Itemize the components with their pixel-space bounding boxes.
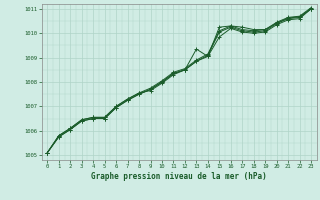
X-axis label: Graphe pression niveau de la mer (hPa): Graphe pression niveau de la mer (hPa) [91,172,267,181]
